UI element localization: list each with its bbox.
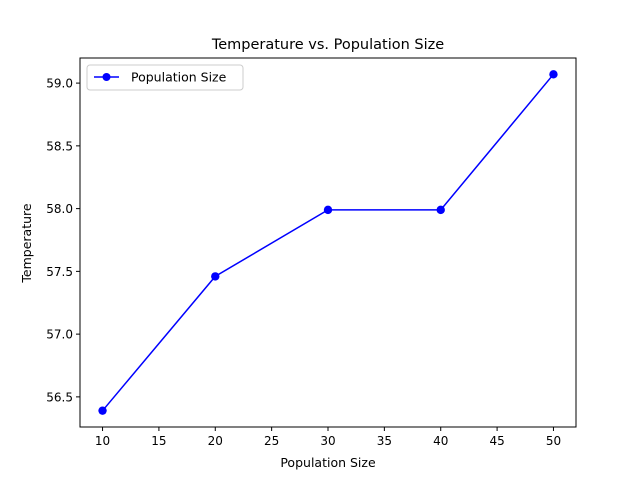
data-point (323, 205, 333, 215)
x-tick-label: 40 (433, 434, 448, 448)
legend-marker-sample (102, 73, 111, 81)
x-tick-label: 20 (208, 434, 223, 448)
y-tick-label: 58.5 (46, 139, 73, 153)
y-tick-label: 59.0 (46, 77, 73, 91)
y-tick-label: 57.5 (46, 265, 73, 279)
x-tick-label: 10 (95, 434, 110, 448)
plot-area-frame (79, 57, 577, 428)
x-tick-label: 45 (489, 434, 504, 448)
x-axis-ticks: 10 15 20 25 30 35 40 45 50 (95, 427, 561, 448)
x-tick-label: 25 (264, 434, 279, 448)
plot-series (98, 70, 558, 415)
x-tick-label: 50 (546, 434, 561, 448)
x-tick-label: 30 (320, 434, 335, 448)
legend: Population Size (86, 64, 244, 91)
y-tick-label: 58.0 (46, 202, 73, 216)
y-axis-label: Temperature (19, 203, 34, 283)
legend-box (86, 64, 244, 91)
data-point (549, 70, 558, 79)
chart-title: Temperature vs. Population Size (211, 37, 444, 53)
y-tick-label: 57.0 (46, 328, 73, 342)
y-tick-label: 56.5 (46, 390, 73, 404)
x-tick-label: 15 (151, 434, 166, 448)
data-point (98, 406, 107, 415)
data-point (211, 272, 220, 281)
data-point (436, 205, 445, 215)
legend-label: Population Size (131, 70, 227, 85)
x-tick-label: 35 (377, 434, 392, 448)
x-axis-label: Population Size (280, 455, 376, 470)
y-axis-ticks: 56.5 57.0 57.5 58.0 58.5 59.0 (46, 77, 80, 404)
